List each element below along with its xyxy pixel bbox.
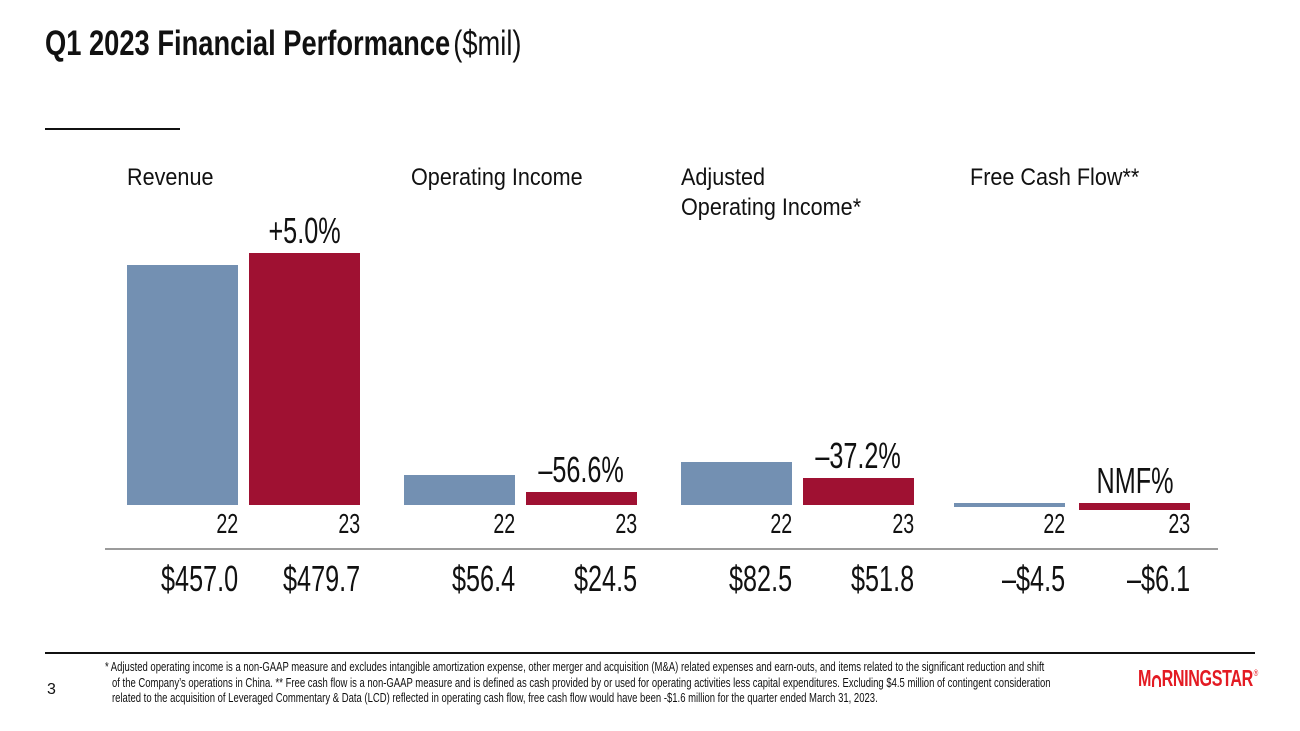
- bar-2022: [954, 503, 1065, 507]
- year-label-text: 23: [892, 508, 914, 539]
- registered-mark-icon: ®: [1253, 668, 1259, 678]
- footnote: * Adjusted operating income is a non-GAA…: [105, 660, 1300, 707]
- year-label: 22: [364, 509, 515, 539]
- value-label: $479.7: [189, 560, 360, 598]
- title-underline: [45, 128, 180, 130]
- morningstar-logo: M RNINGSTAR®: [1138, 660, 1300, 691]
- bar-2023: [526, 492, 637, 505]
- footer-divider: [45, 652, 1255, 654]
- footnote-line-3: related to the acquisition of Leveraged …: [112, 691, 878, 706]
- change-label: –56.6%: [466, 452, 697, 488]
- bar-2023: [249, 253, 360, 505]
- value-label-text: $24.5: [573, 558, 637, 599]
- change-label: +5.0%: [189, 213, 420, 249]
- axis-baseline-divider: [105, 548, 1218, 550]
- logo-arc-o-icon: [1151, 675, 1161, 687]
- year-label: 22: [914, 509, 1065, 539]
- bar-2022: [681, 461, 792, 505]
- logo-text-rest: RNINGSTAR: [1161, 665, 1254, 691]
- value-label-text: $479.7: [282, 558, 360, 599]
- value-label: $457.0: [67, 560, 238, 598]
- year-label: 22: [641, 509, 792, 539]
- year-label: 23: [486, 509, 637, 539]
- page-title: Q1 2023 Financial Performance($mil): [45, 24, 656, 64]
- value-label: $24.5: [466, 560, 637, 598]
- group-header-line: Free Cash Flow**: [970, 164, 1140, 191]
- year-label: 23: [209, 509, 360, 539]
- change-label-text: –37.2%: [815, 434, 902, 476]
- page-title-main: Q1 2023 Financial Performance: [45, 24, 451, 63]
- group-header: Free Cash Flow**: [970, 163, 1158, 193]
- page-title-unit: ($mil): [453, 24, 522, 63]
- group-header: Revenue: [127, 163, 223, 193]
- year-label: 23: [1039, 509, 1190, 539]
- value-label-text: –$4.5: [1001, 558, 1065, 599]
- year-label-text: 22: [216, 508, 238, 539]
- value-label-text: $457.0: [160, 558, 238, 599]
- year-label-text: 22: [770, 508, 792, 539]
- group-header-line: Revenue: [127, 164, 214, 191]
- group-header-line: Operating Income*: [681, 194, 862, 221]
- change-label-text: –56.6%: [538, 449, 625, 491]
- group-header-line: Operating Income: [411, 164, 583, 191]
- change-label: –37.2%: [743, 434, 974, 476]
- change-label-text: +5.0%: [268, 210, 341, 252]
- value-label: $51.8: [743, 560, 914, 598]
- change-label: NMF%: [1019, 463, 1250, 499]
- value-label-text: $82.5: [728, 558, 792, 599]
- bar-2022: [404, 475, 515, 505]
- logo-text-m: M: [1138, 665, 1152, 691]
- footnote-line-2: of the Company’s operations in China. **…: [112, 675, 1051, 690]
- value-label-text: $51.8: [850, 558, 914, 599]
- year-label: 22: [87, 509, 238, 539]
- value-label: –$4.5: [894, 560, 1065, 598]
- year-label: 23: [763, 509, 914, 539]
- year-label-text: 22: [1043, 508, 1065, 539]
- bar-2022: [127, 264, 238, 505]
- group-header-line: Adjusted: [681, 164, 766, 191]
- value-label: –$6.1: [1019, 560, 1190, 598]
- page-number: 3: [47, 681, 56, 698]
- value-label: $56.4: [344, 560, 515, 598]
- bar-2023: [803, 477, 914, 505]
- value-label-text: $56.4: [451, 558, 515, 599]
- value-label-text: –$6.1: [1126, 558, 1190, 599]
- group-header: Adjusted Operating Income*: [681, 163, 881, 223]
- group-header: Operating Income: [411, 163, 602, 193]
- value-label: $82.5: [621, 560, 792, 598]
- bar-2023: [1079, 503, 1190, 510]
- footnote-line-1: * Adjusted operating income is a non-GAA…: [105, 660, 1045, 674]
- year-label-text: 23: [1168, 508, 1190, 539]
- year-label-text: 22: [493, 508, 515, 539]
- year-label-text: 23: [615, 508, 637, 539]
- change-label-text: NMF%: [1096, 460, 1173, 501]
- year-label-text: 23: [338, 508, 360, 539]
